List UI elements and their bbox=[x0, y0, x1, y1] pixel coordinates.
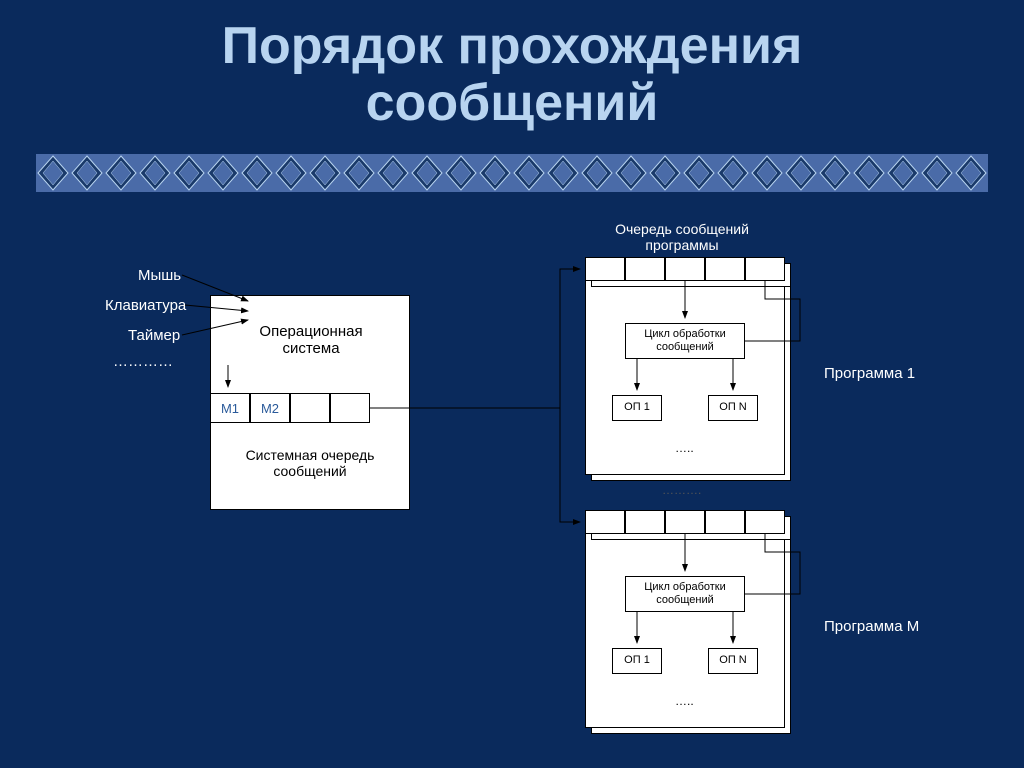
program1-queue-cell-4 bbox=[745, 257, 785, 281]
program1-dots: ….. bbox=[675, 441, 694, 455]
title-line-2: сообщений bbox=[366, 74, 659, 132]
programM-op1-box: ОП 1 bbox=[612, 648, 662, 674]
os-queue-cell-2 bbox=[290, 393, 330, 423]
os-queue-caption: Системная очередь сообщений bbox=[235, 447, 385, 479]
programM-queue-cell-0 bbox=[585, 510, 625, 534]
programM-label: Программа M bbox=[824, 618, 919, 635]
programM-queue-cell-2 bbox=[665, 510, 705, 534]
between-dots: ………. bbox=[662, 483, 701, 497]
programM-queue-cell-1 bbox=[625, 510, 665, 534]
program1-opN-box: ОП N bbox=[708, 395, 758, 421]
input-mouse-label: Мышь bbox=[138, 267, 181, 284]
program1-cycle-box: Цикл обработки сообщений bbox=[625, 323, 745, 359]
program1-queue-cell-1 bbox=[625, 257, 665, 281]
programM-opN-box: ОП N bbox=[708, 648, 758, 674]
diamond-pattern-icon bbox=[36, 154, 988, 192]
program1-queue-cell-3 bbox=[705, 257, 745, 281]
title-line-1: Порядок прохождения bbox=[222, 17, 803, 75]
program1-label: Программа 1 bbox=[824, 365, 915, 382]
message-flow-diagram: Мышь Клавиатура Таймер ………… Операционная… bbox=[0, 215, 1024, 768]
os-title: Операционная система bbox=[256, 323, 366, 357]
program1-queue-cell-2 bbox=[665, 257, 705, 281]
decorative-diamond-border bbox=[36, 154, 988, 192]
os-queue-cell-1: M2 bbox=[250, 393, 290, 423]
os-queue-cell-0: M1 bbox=[210, 393, 250, 423]
program1-op1-box: ОП 1 bbox=[612, 395, 662, 421]
os-queue-cell-3 bbox=[330, 393, 370, 423]
program1-queue-cell-0 bbox=[585, 257, 625, 281]
input-keyboard-label: Клавиатура bbox=[105, 297, 186, 314]
queue-header: Очередь сообщений программы bbox=[597, 221, 767, 253]
input-dots-label: ………… bbox=[113, 353, 173, 370]
programM-queue-cell-4 bbox=[745, 510, 785, 534]
programM-dots: ….. bbox=[675, 694, 694, 708]
input-timer-label: Таймер bbox=[128, 327, 180, 344]
programM-queue-cell-3 bbox=[705, 510, 745, 534]
slide-title: Порядок прохождения сообщений bbox=[0, 0, 1024, 132]
programM-cycle-box: Цикл обработки сообщений bbox=[625, 576, 745, 612]
